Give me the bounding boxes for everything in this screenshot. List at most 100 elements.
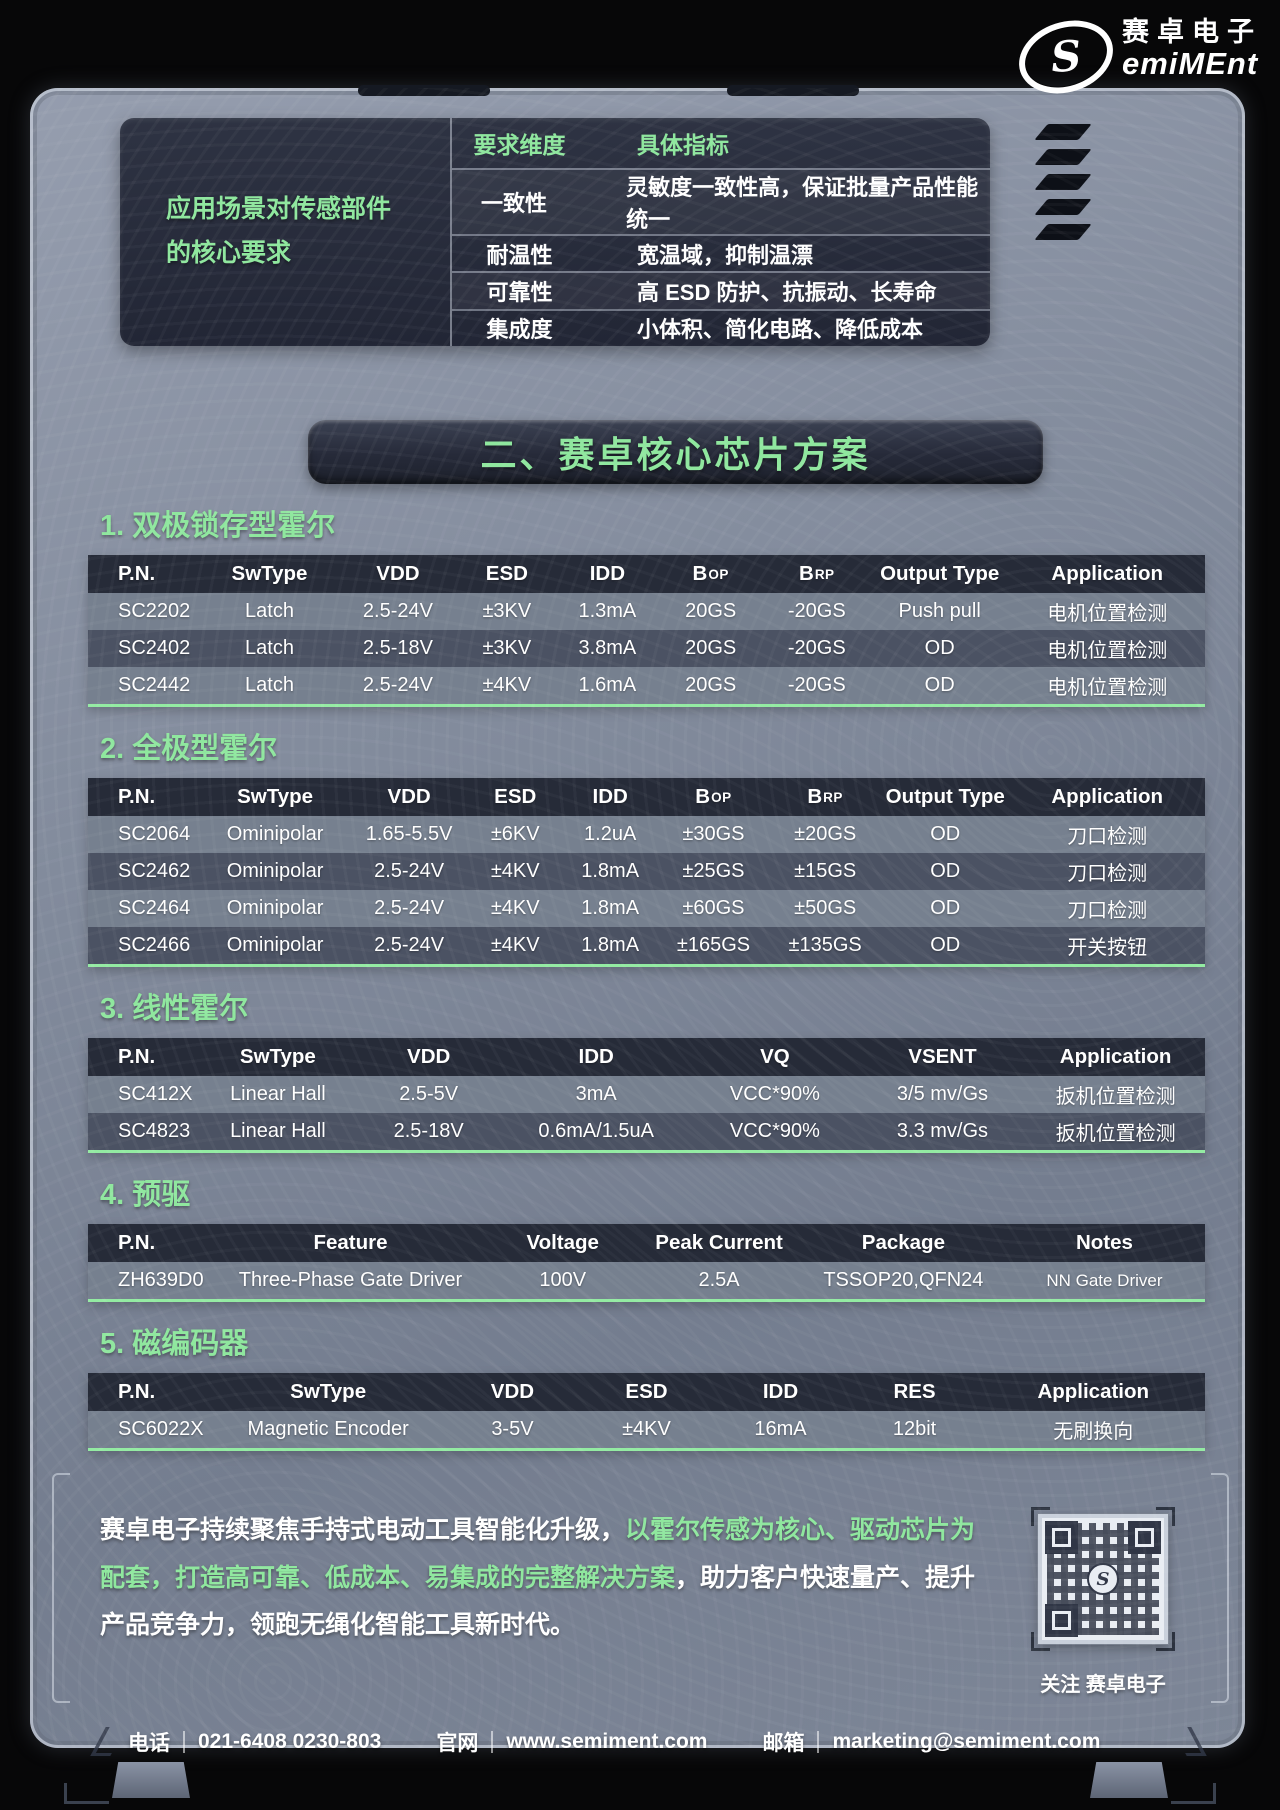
cell: 电机位置检测 [1047, 640, 1168, 662]
footer-divider [183, 1731, 185, 1753]
cell: 20GS [685, 674, 737, 696]
cell: 电机位置检测 [1047, 603, 1168, 625]
cell: VCC*90% [729, 1083, 820, 1105]
cell: 电机位置检测 [1047, 677, 1168, 699]
table-row: SC2464 Ominipolar 2.5-24V ±4KV 1.8mA ±60GS ±50… [88, 890, 1205, 927]
header-cell: P.N. [118, 1380, 156, 1403]
cell: SC2064 [118, 823, 191, 845]
cell: ±30GS [682, 823, 745, 845]
table-row: SC2202 Latch 2.5-24V ±3KV 1.3mA 20GS -20GS Push… [88, 593, 1205, 630]
section-banner: 二、赛卓核心芯片方案 [308, 420, 1043, 484]
cell: SC2202 [118, 600, 191, 622]
cell: 2.5-18V [393, 1120, 464, 1142]
cell: 3.3 mv/Gs [896, 1120, 989, 1142]
cell: Push pull [898, 600, 981, 622]
header-cell: VSENT [908, 1045, 977, 1068]
summary-lead: 赛卓电子持续聚焦手持式电动工具智能化升级， [100, 1516, 626, 1544]
table-row: SC412X Linear Hall 2.5-5V 3mA VCC*90% 3/5 mv/… [88, 1076, 1205, 1113]
cell: Magnetic Encoder [247, 1418, 409, 1440]
chip-section: 4. 预驱 P.N. Feature Voltage Peak Current Packa… [88, 1181, 1205, 1302]
cell: Linear Hall [230, 1083, 326, 1105]
email-value: marketing@semiment.com [832, 1730, 1101, 1753]
sections: 1. 双极锁存型霍尔 P.N. SwType VDD ESD IDD B OP B RP Outpu… [88, 512, 1205, 1451]
requirements-header-row: 要求维度 具体指标 [452, 118, 990, 168]
cell: ±25GS [682, 860, 745, 882]
header-cell: P.N. [118, 1231, 156, 1254]
table-row: SC6022X Magnetic Encoder 3-5V ±4KV 16mA 12bit… [88, 1411, 1205, 1448]
header-cell: VDD [376, 562, 420, 585]
cell: ±20GS [794, 823, 857, 845]
cell: 1.6mA [578, 674, 637, 696]
phone-value: 021-6408 0230-803 [198, 1730, 382, 1753]
cell: 12bit [892, 1418, 937, 1440]
chip-section: 5. 磁编码器 P.N. SwType VDD ESD IDD RES Application… [88, 1330, 1205, 1451]
cell: Ominipolar [226, 934, 324, 956]
footer-divider [817, 1731, 820, 1753]
cell: OD [924, 674, 955, 696]
panel-content: 应用场景对传感部件 的核心要求 要求维度 具体指标 一致性 灵敏度一致性高，保证批… [30, 118, 1245, 1778]
header-cell: SwType [239, 1045, 316, 1068]
cell: 2.5-24V [374, 934, 445, 956]
cell: 1.3mA [578, 600, 637, 622]
cell: SC2402 [118, 637, 191, 659]
cell: ±60GS [682, 897, 745, 919]
cell: 扳机位置检测 [1055, 1123, 1176, 1145]
requirements-table: 要求维度 具体指标 一致性 灵敏度一致性高，保证批量产品性能统一 耐温性 宽温域，抑制… [450, 118, 990, 346]
requirement-dimension: 集成度 [486, 317, 553, 343]
cell: ±50GS [794, 897, 857, 919]
cell: SC2462 [118, 860, 191, 882]
cell: SC412X [118, 1083, 193, 1105]
header-cell: P.N. [118, 1045, 156, 1068]
summary-text: 赛卓电子持续聚焦手持式电动工具智能化升级，以霍尔传感为核心、驱动芯片为配套，打造… [100, 1507, 985, 1697]
side-label-line1: 应用场景对传感部件 [166, 195, 392, 224]
cell: 20GS [685, 600, 737, 622]
section-title: 4. 预驱 [100, 1179, 191, 1211]
requirement-dimension: 一致性 [481, 191, 548, 216]
cell: SC2442 [118, 674, 191, 696]
cell: OD [930, 934, 961, 956]
header-smallcaps: OP [708, 566, 729, 582]
qr-block: S 关注 赛卓电子 [1031, 1507, 1175, 1697]
cell: 1.2uA [584, 823, 637, 845]
panel-top-notch [727, 85, 859, 96]
cell: 1.8mA [581, 860, 640, 882]
requirements-rows: 一致性 灵敏度一致性高，保证批量产品性能统一 耐温性 宽温域，抑制温漂 可靠性 高 ESD… [452, 168, 990, 346]
requirement-row: 集成度 小体积、简化电路、降低成本 [452, 308, 990, 346]
cell: ±15GS [794, 860, 857, 882]
cell: 3-5V [491, 1418, 534, 1440]
requirement-row: 可靠性 高 ESD 防护、抗振动、长寿命 [452, 271, 990, 309]
footer-item-email: 邮箱 marketing@semiment.com [762, 1727, 1100, 1757]
header-cell: Voltage [526, 1231, 599, 1254]
header-cell: ESD [494, 785, 537, 808]
cell: SC2464 [118, 897, 191, 919]
bottom-corner-bracket [1171, 1783, 1216, 1804]
cell: OD [930, 823, 961, 845]
header-cell: ESD [625, 1380, 668, 1403]
header-cell: Application [1059, 1045, 1172, 1068]
chip-section: 2. 全极型霍尔 P.N. SwType VDD ESD IDD B OP B RP Output … [88, 735, 1205, 967]
header-cell: B RP [807, 785, 843, 808]
cell: VCC*90% [729, 1120, 820, 1142]
banner-title: 二、赛卓核心芯片方案 [480, 434, 871, 475]
cell: 开关按钮 [1067, 937, 1148, 959]
cell: Ominipolar [226, 860, 324, 882]
footer: 电话 021-6408 0230-803 官网 www.semiment.com… [128, 1719, 1205, 1765]
cell: 刀口检测 [1067, 900, 1148, 922]
email-label: 邮箱 [762, 1732, 805, 1755]
table-row: ZH639D0 Three-Phase Gate Driver 100V 2.5A TS… [88, 1262, 1205, 1299]
cell: 3.8mA [578, 637, 637, 659]
section-title: 3. 线性霍尔 [100, 993, 249, 1025]
spec-table: P.N. Feature Voltage Peak Current Package Not… [88, 1224, 1205, 1302]
header-cell: ESD [485, 562, 528, 585]
requirement-dimension: 可靠性 [486, 279, 553, 305]
spec-table: P.N. SwType VDD ESD IDD RES Application SC6022X… [88, 1373, 1205, 1451]
requirement-row: 一致性 灵敏度一致性高，保证批量产品性能统一 [452, 168, 990, 234]
cell: ±3KV [482, 637, 532, 659]
requirement-spec: 高 ESD 防护、抗振动、长寿命 [637, 279, 937, 305]
header-cell: VDD [407, 1045, 451, 1068]
requirement-dimension: 耐温性 [486, 242, 553, 268]
cell: 2.5-24V [362, 674, 433, 696]
cell: 1.8mA [581, 934, 640, 956]
summary-block: 赛卓电子持续聚焦手持式电动工具智能化升级，以霍尔传感为核心、驱动芯片为配套，打造… [52, 1473, 1229, 1703]
